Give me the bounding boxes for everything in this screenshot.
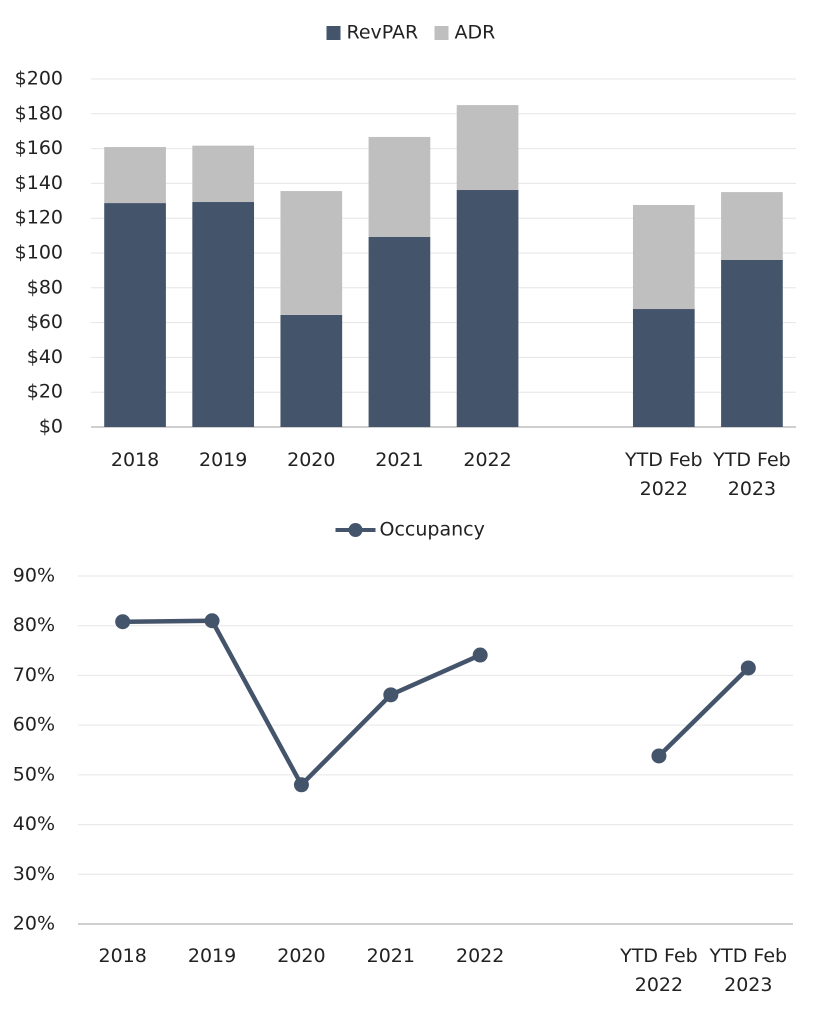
- y-tick-label: $160: [15, 137, 63, 159]
- point: [383, 687, 399, 703]
- x-tick-label: 2022: [463, 449, 512, 471]
- x-tick-label: 2020: [287, 449, 336, 471]
- y-tick-label: $140: [15, 172, 63, 194]
- y-tick-label: 20%: [13, 913, 55, 935]
- y-tick-label: 60%: [13, 714, 55, 736]
- y-tick-label: $60: [27, 311, 63, 333]
- legend-label: RevPAR: [347, 22, 419, 44]
- bar: [632, 309, 695, 427]
- y-tick-label: 70%: [13, 664, 55, 686]
- bar: [280, 191, 343, 315]
- legend-label: ADR: [455, 22, 496, 44]
- point: [115, 614, 131, 630]
- x-tick-label-box: 2020: [277, 945, 326, 967]
- x-tick-label-box: 2019: [199, 449, 248, 471]
- point: [740, 660, 756, 676]
- y-tick-label: $180: [15, 102, 63, 124]
- x-tick-label-box: 2018: [98, 945, 147, 967]
- x-tick-label: 2019: [187, 945, 237, 967]
- bar: [280, 314, 343, 427]
- legend-swatch: [326, 26, 341, 40]
- x-tick-label: 2019: [199, 449, 248, 471]
- legend-label: Occupancy: [380, 519, 485, 541]
- legend-marker: [348, 523, 363, 537]
- x-tick-label-box: YTD Feb 2022: [625, 449, 703, 500]
- x-tick-label: 2020: [277, 945, 326, 967]
- y-tick-label: $0: [39, 416, 63, 438]
- point: [204, 613, 220, 629]
- legend-swatch: [434, 26, 449, 40]
- y-tick-label: 30%: [13, 863, 55, 885]
- bar: [368, 236, 431, 427]
- y-tick-label: 50%: [13, 763, 55, 785]
- x-tick-label: YTD Feb 2022: [625, 449, 703, 500]
- bar: [192, 202, 255, 427]
- y-tick-label: 80%: [13, 614, 55, 636]
- x-tick-label: 2018: [110, 449, 160, 471]
- y-tick-label: $40: [27, 346, 63, 368]
- bar: [721, 259, 783, 427]
- x-tick-label: 2018: [98, 945, 147, 967]
- y-tick-label: $80: [27, 276, 63, 298]
- x-tick-label: YTD Feb 2023: [713, 449, 791, 500]
- bar: [104, 147, 166, 204]
- x-tick-label-box: 2022: [456, 945, 505, 967]
- y-tick-label: $120: [15, 207, 63, 229]
- bar: [192, 145, 255, 203]
- x-tick-label: YTD Feb 2022: [620, 945, 698, 996]
- bar: [456, 190, 519, 427]
- x-tick-label-box: 2019: [187, 945, 237, 967]
- y-tick-label: $20: [27, 381, 63, 403]
- x-tick-label: YTD Feb 2023: [709, 945, 788, 996]
- y-tick-label: 90%: [13, 565, 55, 587]
- x-tick-label-box: 2020: [287, 449, 336, 471]
- bar: [104, 203, 166, 427]
- x-tick-label: 2021: [366, 945, 415, 967]
- x-tick-label-box: 2021: [375, 449, 424, 471]
- point: [293, 777, 309, 793]
- x-tick-label-box: 2018: [110, 449, 160, 471]
- bar: [368, 136, 431, 237]
- x-tick-label-box: YTD Feb 2023: [709, 945, 788, 996]
- y-tick-label: $200: [15, 68, 63, 90]
- point: [472, 647, 488, 663]
- bar: [721, 192, 783, 260]
- x-tick-label-box: 2022: [463, 449, 512, 471]
- bar: [632, 204, 695, 310]
- x-tick-label: 2021: [375, 449, 424, 471]
- x-tick-label: 2022: [456, 945, 505, 967]
- x-tick-label-box: YTD Feb 2022: [620, 945, 698, 996]
- bar: [456, 105, 519, 191]
- x-tick-label-box: YTD Feb 2023: [713, 449, 791, 500]
- y-tick-label: $100: [15, 242, 63, 264]
- y-tick-label: 40%: [13, 813, 55, 835]
- point: [651, 748, 667, 764]
- x-tick-label-box: 2021: [366, 945, 415, 967]
